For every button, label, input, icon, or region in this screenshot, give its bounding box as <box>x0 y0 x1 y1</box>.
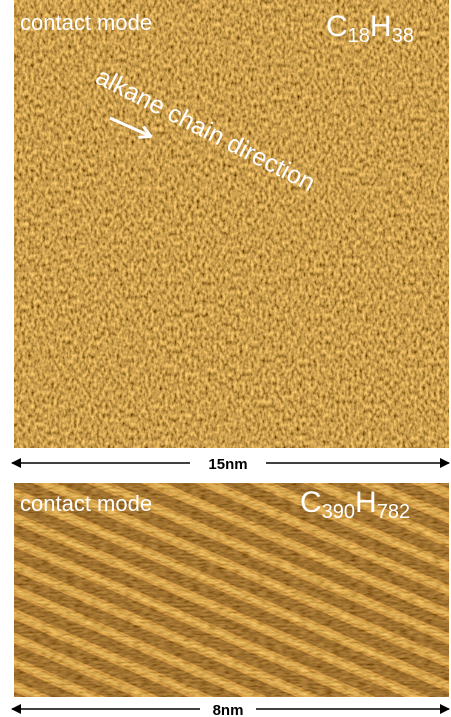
formula-subscript: 782 <box>377 501 410 523</box>
scale-label: 15nm <box>208 456 247 473</box>
scale-bar-bottom: 8nm <box>12 702 449 717</box>
mode-label: contact mode <box>20 10 152 35</box>
scale-bar-top: 15nm <box>12 456 449 473</box>
panel-bottom: contact mode C390H782 <box>14 483 449 697</box>
scale-label: 8nm <box>213 702 244 717</box>
formula-element: C <box>326 10 348 43</box>
formula-element: H <box>355 486 377 519</box>
formula-subscript: 390 <box>322 501 355 523</box>
formula-subscript: 38 <box>392 25 414 47</box>
panel-top: contact mode C18H38 alkane chain directi… <box>14 0 449 448</box>
afm-texture <box>14 0 449 448</box>
figure: contact mode C18H38 alkane chain directi… <box>0 0 451 717</box>
formula-subscript: 18 <box>348 25 370 47</box>
formula-element: H <box>370 10 392 43</box>
mode-label: contact mode <box>20 491 152 516</box>
formula-element: C <box>300 486 322 519</box>
